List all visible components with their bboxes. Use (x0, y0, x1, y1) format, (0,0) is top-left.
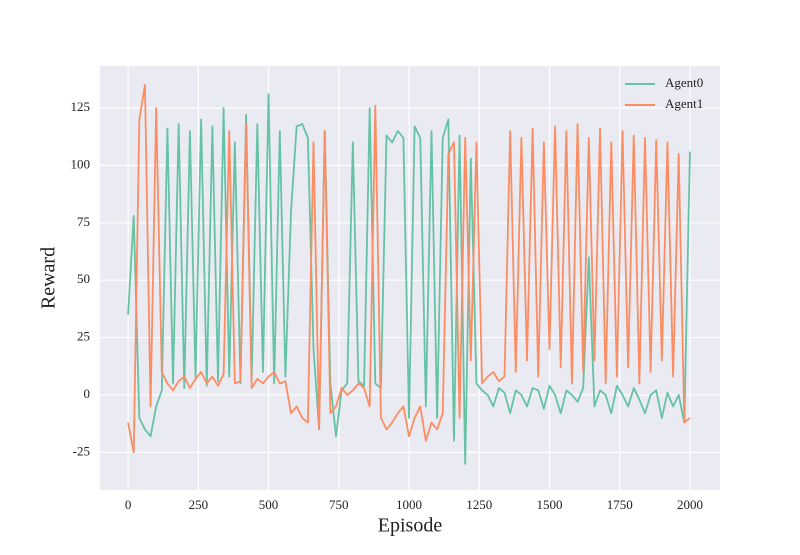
x-axis-label: Episode (378, 515, 443, 537)
x-tick-label: 1750 (607, 497, 633, 512)
x-tick-label: 500 (259, 497, 279, 512)
legend-label: Agent1 (665, 96, 703, 111)
x-tick-label: 250 (189, 497, 209, 512)
data-line (127, 84, 691, 454)
x-tick-label: 750 (329, 497, 349, 512)
x-tick-label: 1000 (396, 497, 422, 512)
x-tick-label: 1500 (536, 497, 562, 512)
y-tick-label: 0 (84, 386, 91, 401)
x-tick-label: 1250 (466, 497, 492, 512)
y-tick-label: 50 (77, 271, 90, 286)
y-tick-label: 100 (71, 156, 91, 171)
legend-label: Agent0 (665, 75, 703, 90)
x-tick-label: 0 (125, 497, 132, 512)
y-tick-label: 125 (71, 99, 91, 114)
plot-area (100, 66, 720, 490)
y-tick-label: -25 (73, 443, 90, 458)
y-tick-label: 25 (77, 329, 90, 344)
x-tick-label: 2000 (677, 497, 703, 512)
y-tick-label: 75 (77, 214, 90, 229)
y-axis-label: Reward (38, 247, 60, 309)
data-line (127, 93, 691, 465)
